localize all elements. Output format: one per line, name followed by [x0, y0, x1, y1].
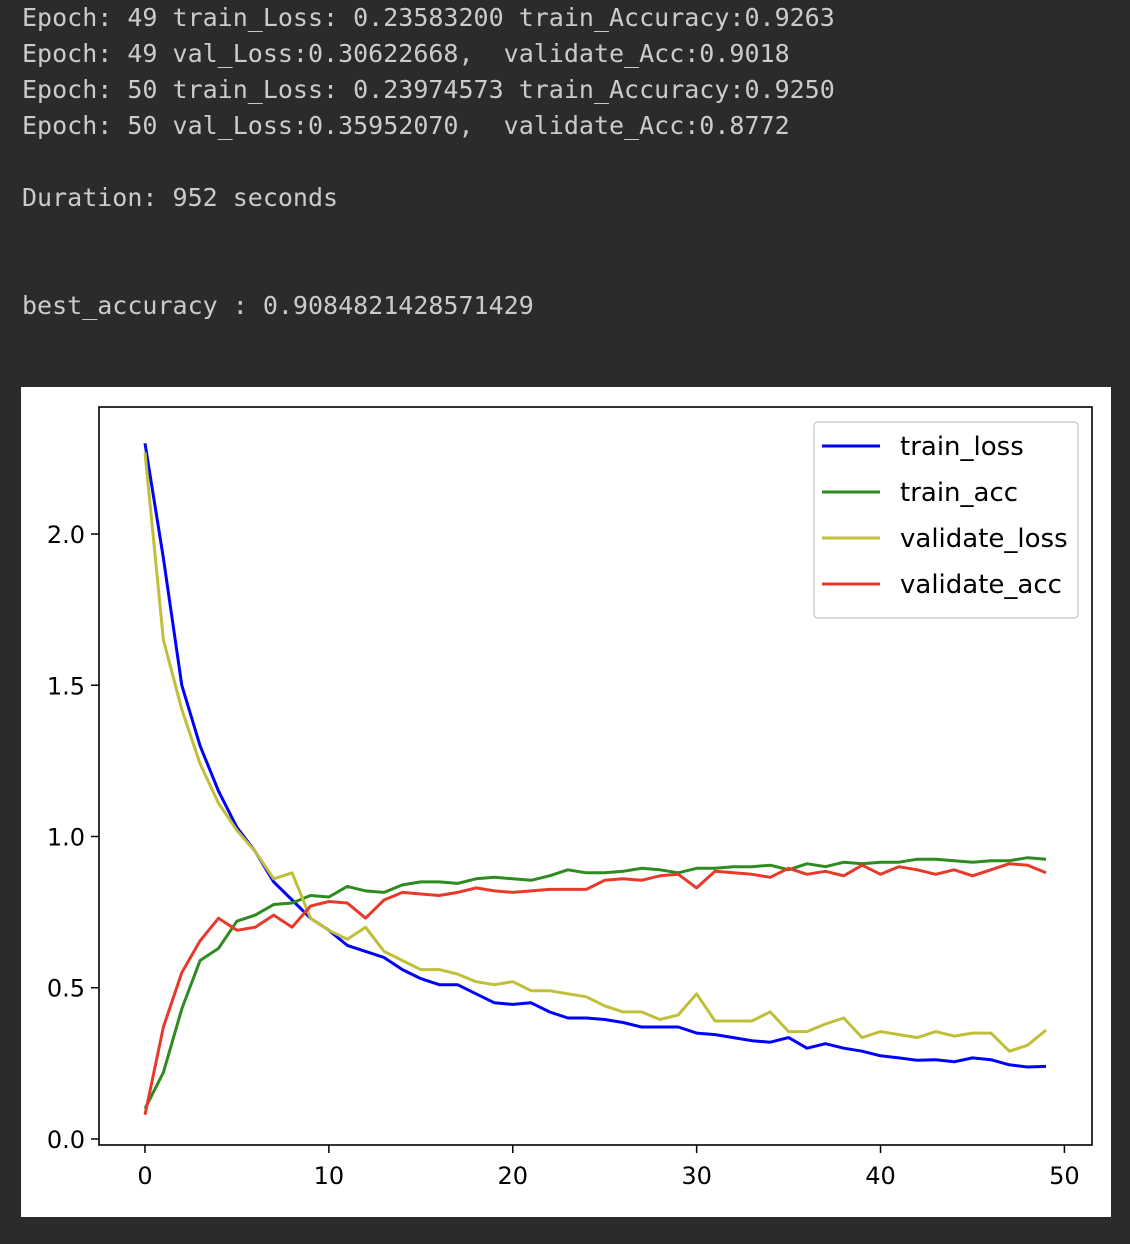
y-tick-label: 0.0	[47, 1126, 85, 1154]
x-tick-label: 50	[1049, 1162, 1080, 1190]
plot-area: 0 10 20 30 40 50 0.0 0.5 1.0 1.5 2.0 train_loss tra…	[21, 387, 1111, 1217]
series-lines	[143, 443, 1047, 1116]
x-tick-label: 30	[681, 1162, 712, 1190]
console-line: Epoch: 49 val_Loss:0.30622668, validate_…	[22, 39, 790, 68]
x-tick-label: 40	[865, 1162, 896, 1190]
axis-ticks: 0 10 20 30 40 50 0.0 0.5 1.0 1.5 2.0	[47, 521, 1080, 1190]
console-line	[22, 144, 1112, 180]
console-line	[22, 216, 1112, 252]
legend: train_loss train_acc validate_loss validate…	[813, 421, 1079, 619]
y-tick-label: 2.0	[47, 521, 85, 549]
y-tick-label: 1.5	[47, 672, 85, 700]
series-line-train-acc	[143, 856, 1047, 1110]
training-curves-chart: 0 10 20 30 40 500.00.51.01.52.0 train_losstra…	[47, 406, 1093, 1190]
console-line: best_accuracy : 0.9084821428571429	[22, 291, 534, 320]
x-tick-label: 20	[497, 1162, 528, 1190]
series-line-validate-acc	[143, 862, 1047, 1116]
console-line: Duration: 952 seconds	[22, 183, 339, 212]
console-line: Epoch: 50 val_Loss:0.35952070, validate_…	[22, 111, 790, 140]
y-tick-label: 1.0	[47, 823, 85, 851]
series-line-validate-loss	[143, 452, 1047, 1053]
console-line: Epoch: 49 train_Loss: 0.23583200 train_A…	[22, 3, 835, 32]
x-tick-label: 0	[137, 1162, 152, 1190]
x-tick-label: 10	[314, 1162, 345, 1190]
console-output: Epoch: 49 train_Loss: 0.23583200 train_A…	[22, 0, 1112, 324]
legend-label: validate_loss	[900, 524, 1068, 554]
console-line	[22, 252, 1112, 288]
y-tick-label: 0.5	[47, 975, 85, 1003]
legend-label: train_acc	[900, 478, 1018, 508]
console-line: Epoch: 50 train_Loss: 0.23974573 train_A…	[22, 75, 835, 104]
axes-frame	[98, 406, 1093, 1146]
legend-label: validate_acc	[900, 570, 1062, 600]
legend-label: train_loss	[900, 432, 1024, 462]
legend-box	[813, 421, 1079, 619]
